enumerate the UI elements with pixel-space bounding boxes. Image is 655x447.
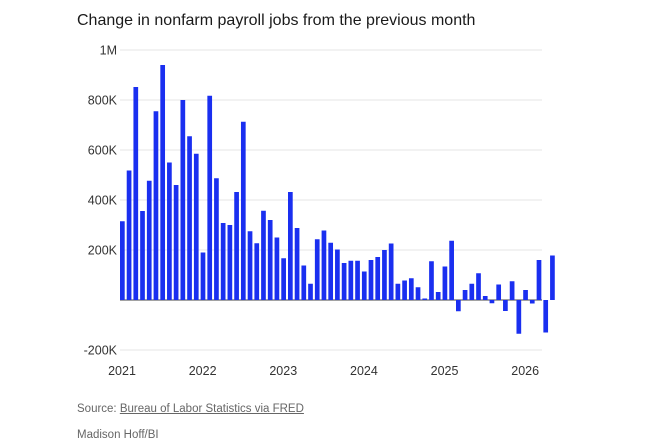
bar bbox=[254, 243, 260, 300]
x-tick-label: 2022 bbox=[189, 364, 217, 378]
bar bbox=[408, 278, 414, 300]
bar bbox=[308, 283, 313, 300]
bar bbox=[509, 281, 515, 300]
y-axis-labels: -200K 200K 400K 600K 800K 1M bbox=[84, 44, 118, 358]
bar bbox=[167, 162, 172, 300]
bar bbox=[449, 240, 454, 300]
bar bbox=[314, 239, 320, 300]
y-tick-label: 200K bbox=[88, 244, 118, 258]
bar bbox=[368, 260, 374, 300]
bar bbox=[462, 290, 468, 300]
bar bbox=[442, 266, 448, 300]
x-tick-label: 2024 bbox=[350, 364, 378, 378]
x-axis-labels: 2021 2022 2023 2024 2025 2026 bbox=[108, 364, 539, 378]
bar bbox=[543, 300, 549, 333]
bar bbox=[281, 258, 286, 300]
bar bbox=[294, 228, 300, 300]
bar bbox=[341, 263, 347, 300]
bar bbox=[274, 237, 280, 300]
bar bbox=[516, 300, 522, 334]
bar bbox=[335, 249, 340, 300]
bar bbox=[489, 300, 495, 304]
bar bbox=[261, 210, 266, 300]
bar bbox=[382, 250, 387, 300]
bar bbox=[348, 260, 354, 300]
bar bbox=[469, 283, 475, 300]
bar bbox=[361, 271, 367, 300]
y-tick-label: 800K bbox=[88, 94, 118, 108]
bar bbox=[160, 65, 166, 300]
bar bbox=[476, 273, 481, 300]
x-tick-label: 2025 bbox=[431, 364, 459, 378]
bar bbox=[388, 243, 394, 300]
bar bbox=[267, 220, 273, 300]
y-tick-label: -200K bbox=[84, 344, 118, 358]
bar bbox=[227, 225, 233, 300]
bar bbox=[187, 136, 192, 300]
source-line: Source: Bureau of Labor Statistics via F… bbox=[77, 403, 304, 415]
y-tick-label: 600K bbox=[88, 144, 118, 158]
y-tick-label: 400K bbox=[88, 194, 118, 208]
bars bbox=[120, 65, 555, 334]
bar bbox=[180, 100, 186, 300]
x-tick-label: 2026 bbox=[511, 364, 539, 378]
bar bbox=[415, 287, 421, 300]
bar bbox=[402, 280, 407, 300]
bar bbox=[429, 261, 434, 300]
bar bbox=[133, 87, 139, 300]
bar bbox=[173, 185, 179, 300]
bar bbox=[482, 296, 488, 300]
bar bbox=[422, 298, 428, 300]
bar bbox=[503, 300, 508, 311]
bar bbox=[234, 192, 239, 300]
bar bbox=[140, 211, 145, 300]
bar bbox=[153, 111, 159, 300]
bar bbox=[288, 192, 293, 300]
bar bbox=[435, 292, 441, 300]
x-tick-label: 2023 bbox=[269, 364, 297, 378]
bar bbox=[146, 180, 152, 300]
bar bbox=[321, 230, 327, 300]
source-link[interactable]: Bureau of Labor Statistics via FRED bbox=[119, 403, 304, 415]
bar bbox=[247, 231, 253, 300]
y-tick-label: 1M bbox=[100, 44, 117, 58]
bar bbox=[523, 290, 528, 300]
bar bbox=[456, 300, 461, 312]
bar bbox=[220, 223, 226, 300]
bar bbox=[496, 284, 502, 300]
bar bbox=[375, 257, 381, 300]
bar bbox=[200, 252, 206, 300]
bar bbox=[126, 170, 132, 300]
bar bbox=[328, 242, 334, 300]
bar bbox=[120, 221, 125, 300]
bar bbox=[240, 121, 246, 300]
x-tick-label: 2021 bbox=[108, 364, 136, 378]
source-label: Source: bbox=[77, 403, 120, 415]
chart-title: Change in nonfarm payroll jobs from the … bbox=[77, 12, 476, 29]
bar bbox=[207, 95, 213, 300]
credit-line: Madison Hoff/BI bbox=[77, 429, 159, 441]
bar bbox=[214, 178, 219, 300]
bar bbox=[550, 255, 555, 300]
chart-svg: -200K 200K 400K 600K 800K 1M 2021 2022 2023 2024… bbox=[84, 44, 555, 378]
bar bbox=[395, 283, 401, 300]
bar bbox=[536, 260, 542, 300]
bar bbox=[301, 265, 307, 300]
bar bbox=[529, 300, 535, 304]
bar bbox=[193, 153, 199, 300]
bar bbox=[355, 260, 360, 300]
